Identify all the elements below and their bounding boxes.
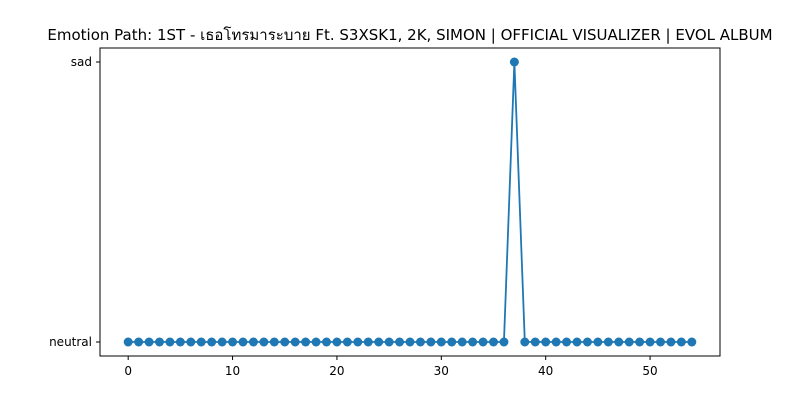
data-point <box>228 337 238 347</box>
data-point <box>489 337 498 347</box>
data-point <box>415 337 425 347</box>
data-point <box>405 337 415 347</box>
data-point <box>269 337 279 347</box>
data-point <box>186 337 196 347</box>
data-point <box>603 337 613 347</box>
data-point <box>384 337 394 347</box>
x-tick-label: 50 <box>642 364 657 378</box>
data-point <box>436 337 446 347</box>
data-point <box>207 337 217 347</box>
data-point <box>520 337 530 347</box>
data-point <box>687 337 697 347</box>
data-point <box>332 337 342 347</box>
data-point <box>509 57 519 67</box>
data-point <box>593 337 603 347</box>
data-point <box>551 337 561 347</box>
data-point <box>144 337 154 347</box>
data-point <box>374 337 384 347</box>
data-point <box>395 337 405 347</box>
plot-area: 0 10 20 30 40 50 neutral sad <box>49 47 721 378</box>
plot-frame <box>99 47 721 357</box>
data-point <box>426 337 436 347</box>
data-point <box>196 337 206 347</box>
data-point <box>572 337 582 347</box>
data-point <box>530 337 540 347</box>
data-point <box>582 337 592 347</box>
data-point <box>175 337 185 347</box>
x-tick-label: 10 <box>225 364 240 378</box>
chart-title: Emotion Path: 1ST - เธอโทรมาระบาย Ft. S3… <box>47 26 772 44</box>
x-tick-label: 0 <box>124 364 132 378</box>
data-point <box>280 337 290 347</box>
data-point <box>541 337 551 347</box>
data-point <box>656 337 666 347</box>
data-point <box>499 337 509 347</box>
data-point <box>259 337 269 347</box>
data-point <box>154 337 164 347</box>
data-point <box>666 337 676 347</box>
data-point <box>165 337 175 347</box>
data-point <box>614 337 624 347</box>
data-point <box>238 337 248 347</box>
data-point <box>123 337 133 347</box>
x-tick-label: 20 <box>329 364 344 378</box>
data-point <box>478 337 488 347</box>
data-point <box>217 337 227 347</box>
data-point <box>322 337 331 347</box>
data-point <box>363 337 373 347</box>
data-point <box>342 337 352 347</box>
y-tick-label: sad <box>71 55 92 69</box>
data-point <box>624 337 634 347</box>
data-point <box>562 337 572 347</box>
data-point <box>457 337 467 347</box>
data-point <box>447 337 457 347</box>
data-point <box>635 337 645 347</box>
data-point <box>248 337 258 347</box>
x-tick-label: 40 <box>538 364 553 378</box>
data-point <box>134 337 144 347</box>
x-tick-label: 30 <box>434 364 449 378</box>
data-point <box>353 337 363 347</box>
data-point <box>290 337 300 347</box>
data-point <box>468 337 478 347</box>
data-point <box>301 337 311 347</box>
data-point <box>645 337 655 347</box>
data-point <box>676 337 686 347</box>
y-tick-label: neutral <box>49 335 92 349</box>
data-point <box>311 337 321 347</box>
